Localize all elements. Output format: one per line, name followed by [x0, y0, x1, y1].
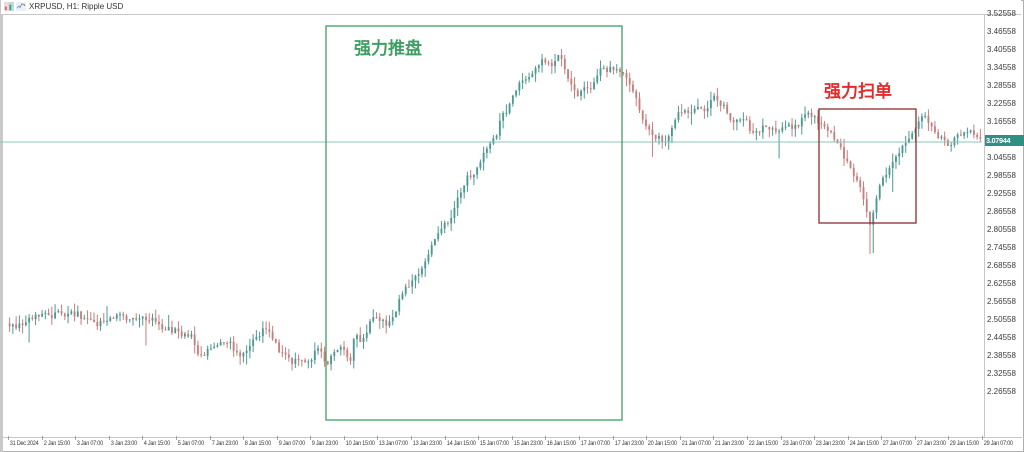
svg-text:强力扫单: 强力扫单 — [824, 81, 892, 101]
svg-text:强力推盘: 强力推盘 — [354, 38, 422, 58]
